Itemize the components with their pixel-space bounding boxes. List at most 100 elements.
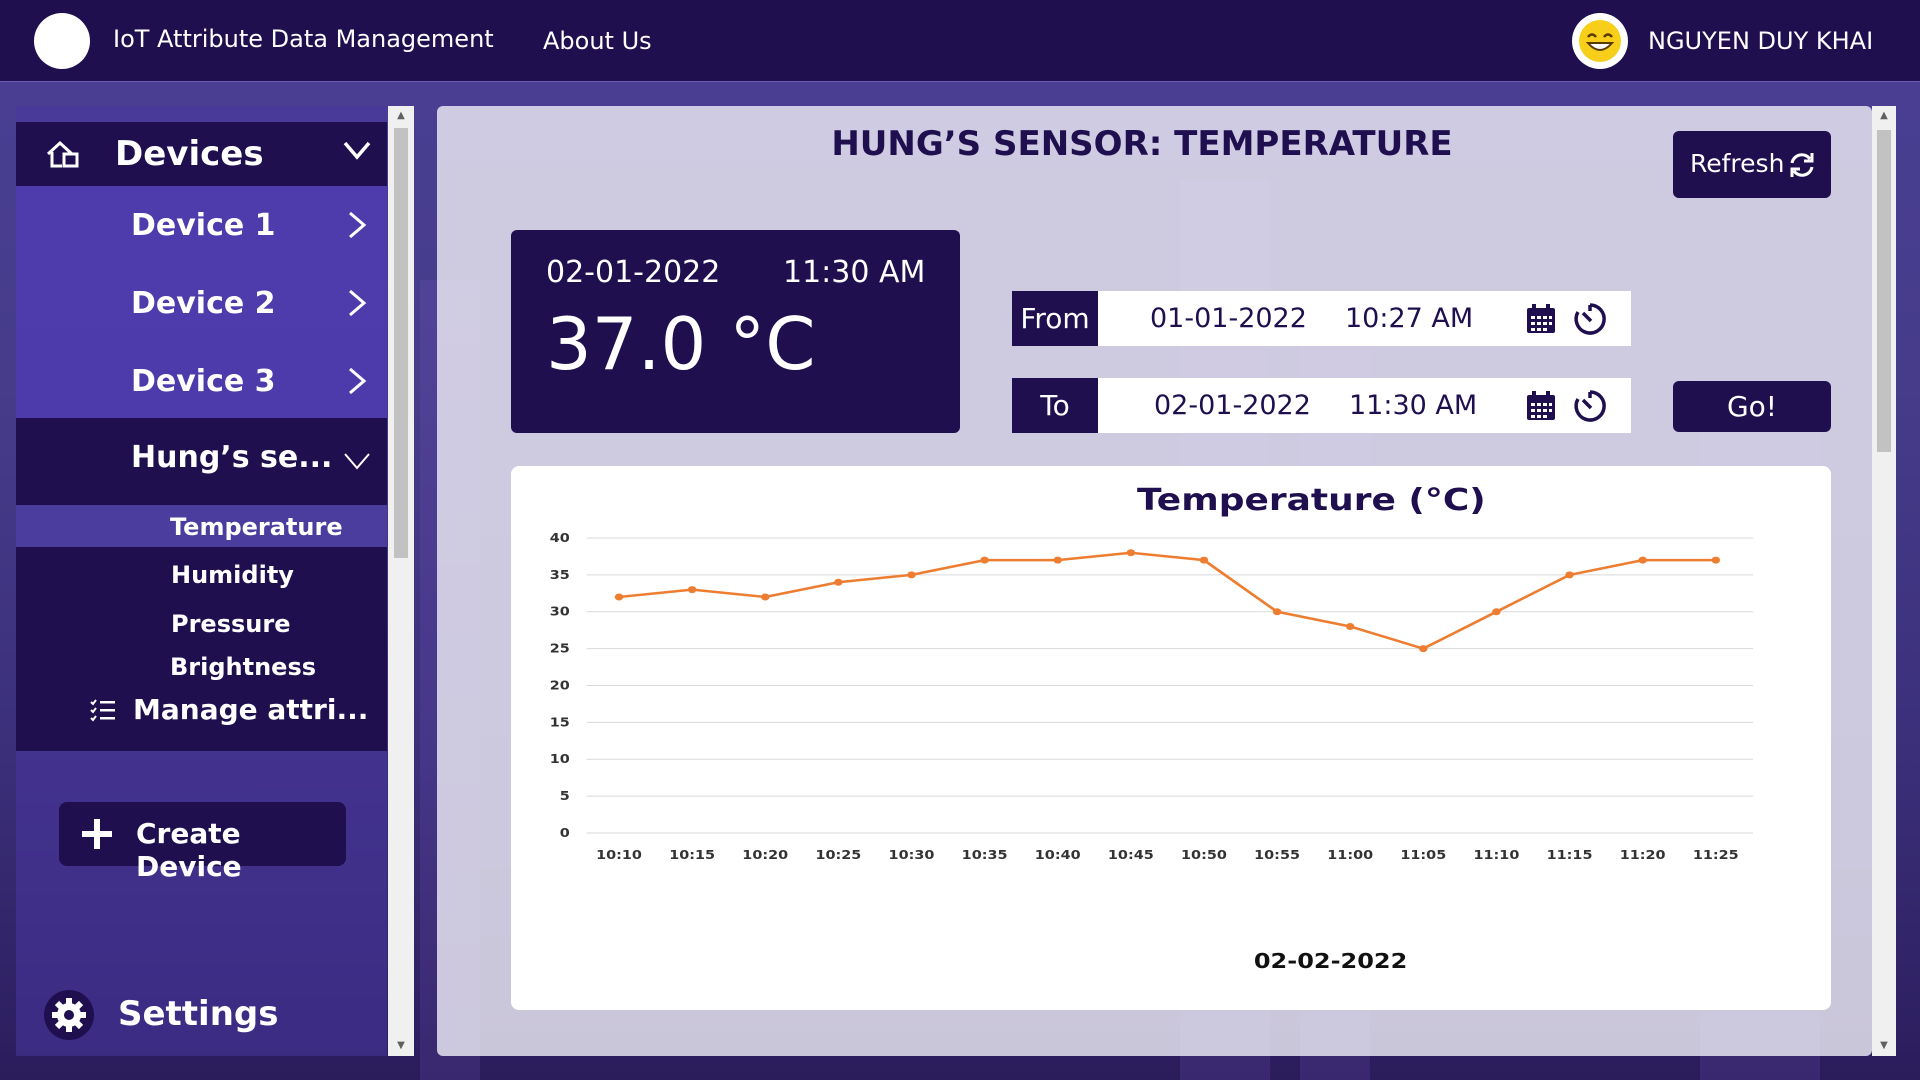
refresh-label: Refresh [1690,149,1785,178]
x-tick-label: 10:55 [1254,849,1300,863]
to-range-row: To 02-01-2022 11:30 AM [1012,378,1631,433]
calendar-icon[interactable] [1525,303,1557,335]
current-reading-card: 02-01-2022 11:30 AM 37.0 °C [511,230,960,433]
x-tick-label: 10:10 [596,849,642,863]
create-device-button[interactable]: Create Device [59,802,346,883]
timer-icon[interactable] [1572,301,1608,337]
current-time: 11:30 AM [783,255,926,290]
to-time-field[interactable]: 11:30 AM [1349,390,1478,421]
scrollbar-thumb[interactable] [394,128,408,558]
sidebar-item-label: Pressure [171,610,291,638]
sidebar-item-temperature[interactable]: Temperature [16,505,387,547]
current-date: 02-01-2022 [546,255,721,290]
scroll-up-arrow-icon[interactable]: ▲ [397,110,405,121]
data-point[interactable] [1638,556,1647,564]
data-point[interactable] [761,593,770,601]
to-date-field[interactable]: 02-01-2022 [1154,390,1311,421]
data-point[interactable] [1346,623,1355,630]
y-tick-label: 30 [550,606,570,620]
chevron-down-icon [344,453,370,470]
sidebar-item-pressure[interactable]: Pressure [16,602,387,644]
x-axis-label: 02-02-2022 [1254,950,1407,974]
settings-button[interactable]: Settings [44,986,344,1042]
chart-title: Temperature (°C) [1137,482,1486,517]
sidebar-devices-header[interactable]: Devices [16,122,387,186]
y-tick-label: 0 [560,827,570,841]
main-scrollbar[interactable]: ▲ ▼ [1872,106,1896,1056]
sidebar-devices-label: Devices [115,134,264,174]
sidebar-item-device-3[interactable]: Device 3 [16,342,387,420]
x-tick-label: 10:45 [1108,849,1154,863]
from-label: From [1012,291,1098,346]
x-tick-label: 11:10 [1474,849,1520,863]
y-tick-label: 10 [550,753,570,767]
sidebar-item-device-2[interactable]: Device 2 [16,264,387,342]
line-chart: Temperature (°C) 0 5 10 15 20 25 30 35 40 10:10 10… [550,482,1753,974]
chevron-right-icon [349,289,367,317]
from-date-field[interactable]: 01-01-2022 [1150,303,1307,334]
data-point[interactable] [907,571,916,579]
sidebar-item-manage-attributes[interactable]: Manage attri... [16,686,387,738]
x-tick-label: 10:50 [1181,849,1227,863]
about-us-link[interactable]: About Us [543,27,652,55]
checklist-icon [90,699,115,722]
sidebar: Devices Device 1 Device 2 Device 3 Hung’… [16,106,387,1056]
data-point[interactable] [1565,571,1574,579]
x-tick-label: 10:15 [669,849,715,863]
data-point[interactable] [614,593,624,601]
chevron-right-icon [349,367,367,395]
y-tick-label: 20 [550,680,570,694]
top-bar: IoT Attribute Data Management About Us N… [0,0,1920,82]
app-title[interactable]: IoT Attribute Data Management [113,25,494,53]
y-tick-label: 35 [550,569,570,583]
data-point[interactable] [1492,608,1501,616]
to-label: To [1012,378,1098,433]
data-point[interactable] [980,556,989,564]
scroll-down-arrow-icon[interactable]: ▼ [397,1040,405,1051]
y-tick-label: 25 [550,643,570,657]
sidebar-item-label: Humidity [171,561,294,589]
x-tick-label: 11:15 [1547,849,1593,863]
chevron-down-icon [343,141,371,160]
data-point[interactable] [1199,556,1209,564]
data-point[interactable] [834,578,843,586]
data-point[interactable] [1711,556,1720,564]
sidebar-item-device-1[interactable]: Device 1 [16,186,387,264]
refresh-button[interactable]: Refresh [1673,131,1831,198]
sidebar-item-label: Hung’s se... [131,440,333,475]
sidebar-item-label: Device 1 [131,208,276,243]
sidebar-item-label: Manage attri... [133,693,369,726]
user-name[interactable]: NGUYEN DUY KHAI [1648,27,1874,55]
sidebar-item-humidity[interactable]: Humidity [16,553,387,595]
data-point[interactable] [1272,608,1282,616]
smart-home-icon [46,140,79,168]
gear-icon [44,990,94,1040]
data-point[interactable] [1126,549,1136,557]
sidebar-scrollbar[interactable]: ▲ ▼ [388,106,414,1056]
smiley-face-icon [1579,20,1621,62]
sidebar-item-hungs-sensor[interactable]: Hung’s se... [16,418,387,503]
avatar[interactable] [1572,13,1628,69]
chevron-right-icon [349,211,367,239]
y-tick-label: 40 [550,532,570,546]
from-time-field[interactable]: 10:27 AM [1345,303,1474,334]
sidebar-item-brightness[interactable]: Brightness [16,645,387,687]
scroll-down-arrow-icon[interactable]: ▼ [1880,1040,1888,1051]
series-line [618,551,1716,651]
x-tick-label: 10:35 [962,849,1008,863]
from-range-row: From 01-01-2022 10:27 AM [1012,291,1631,346]
data-point[interactable] [687,586,697,594]
timer-icon[interactable] [1572,388,1608,424]
go-button[interactable]: Go! [1673,381,1831,432]
app-logo[interactable] [34,13,90,69]
y-tick-label: 15 [550,716,570,730]
scroll-up-arrow-icon[interactable]: ▲ [1880,110,1888,121]
sidebar-item-label: Brightness [170,653,317,681]
calendar-icon[interactable] [1525,390,1557,422]
x-tick-label: 11:25 [1693,849,1739,863]
scrollbar-thumb[interactable] [1877,130,1891,452]
x-tick-label: 10:25 [815,849,861,863]
data-point[interactable] [1053,556,1062,564]
sidebar-item-label: Device 2 [131,286,276,321]
data-point[interactable] [1419,645,1428,653]
